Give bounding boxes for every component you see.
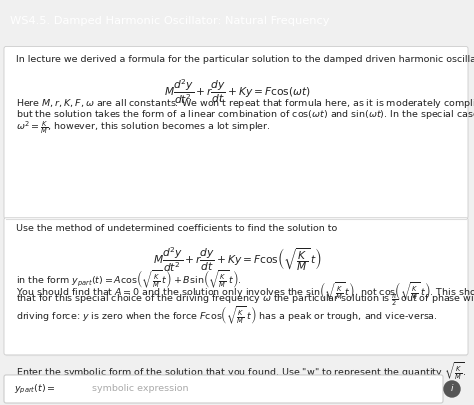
Text: Here $M, r, K, F, \omega$ are all constants. We won't repeat that formula here, : Here $M, r, K, F, \omega$ are all consta… <box>16 97 474 110</box>
Text: i: i <box>451 384 453 394</box>
Text: $M\dfrac{d^2y}{dt^2} + r\dfrac{dy}{dt} + Ky = F\cos(\omega t)$: $M\dfrac{d^2y}{dt^2} + r\dfrac{dy}{dt} +… <box>164 77 310 106</box>
FancyBboxPatch shape <box>4 218 468 355</box>
FancyBboxPatch shape <box>4 375 443 403</box>
FancyBboxPatch shape <box>4 47 468 219</box>
Text: symbolic expression: symbolic expression <box>92 384 189 394</box>
Text: You should find that $A = 0$ and the solution only involves the $\sin\!\left(\sq: You should find that $A = 0$ and the sol… <box>16 281 474 303</box>
Text: In lecture we derived a formula for the particular solution to the damped driven: In lecture we derived a formula for the … <box>16 55 474 64</box>
Text: Enter the symbolic form of the solution that you found. Use "w" to represent the: Enter the symbolic form of the solution … <box>16 361 467 382</box>
Text: but the solution takes the form of a linear combination of $\cos(\omega t)$ and : but the solution takes the form of a lin… <box>16 108 474 121</box>
Text: WS4.5. Damped Harmonic Oscillator: Natural Frequency: WS4.5. Damped Harmonic Oscillator: Natur… <box>10 16 330 26</box>
Circle shape <box>444 381 460 397</box>
Text: in the form $y_{part}(t) = A\cos\!\left(\sqrt{\frac{K}{M}}\,t\right) + B\sin\!\l: in the form $y_{part}(t) = A\cos\!\left(… <box>16 269 242 290</box>
Text: $\omega^2 = \frac{K}{M}$, however, this solution becomes a lot simpler.: $\omega^2 = \frac{K}{M}$, however, this … <box>16 119 271 136</box>
Text: Use the method of undetermined coefficients to find the solution to: Use the method of undetermined coefficie… <box>16 224 337 233</box>
Text: $y_{part}(t) =$: $y_{part}(t) =$ <box>14 382 55 396</box>
Text: $M\dfrac{d^2y}{dt^2} + r\dfrac{dy}{dt} + Ky = F\cos\!\left(\sqrt{\dfrac{K}{M}}\,: $M\dfrac{d^2y}{dt^2} + r\dfrac{dy}{dt} +… <box>153 245 321 274</box>
Text: that for this special choice of the driving frequency $\omega$ the particular so: that for this special choice of the driv… <box>16 293 474 309</box>
Text: driving force: $y$ is zero when the force $F\cos\!\left(\sqrt{\frac{K}{M}}\,t\ri: driving force: $y$ is zero when the forc… <box>16 305 438 326</box>
